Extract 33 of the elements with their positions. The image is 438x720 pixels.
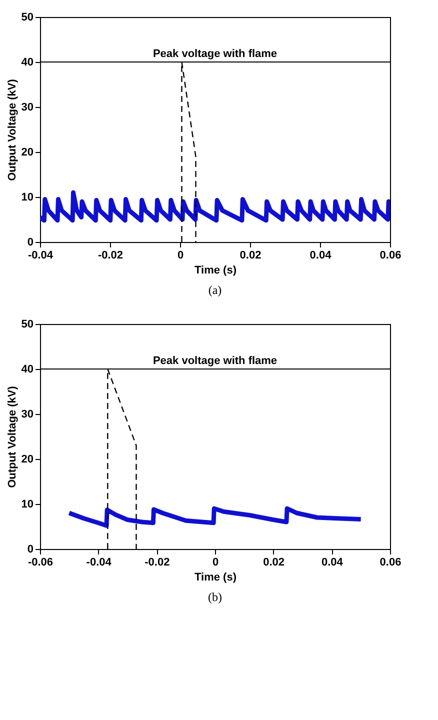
y-tick-label: 50 xyxy=(21,318,34,330)
y-tick-label: 0 xyxy=(27,544,34,556)
x-axis-title: Time (s) xyxy=(194,572,237,584)
x-tick-label: 0.04 xyxy=(310,250,332,262)
y-axis-title: Output Voltage (kV) xyxy=(6,78,18,181)
x-tick-label: 0 xyxy=(212,556,219,568)
x-tick-label: -0.04 xyxy=(28,250,54,262)
y-tick-label: 20 xyxy=(21,146,34,158)
y-tick-label: 30 xyxy=(21,102,34,114)
y-tick-label: 30 xyxy=(21,408,34,420)
y-tick-label: 40 xyxy=(21,364,34,376)
x-tick-label: 0.06 xyxy=(380,250,402,262)
y-tick-label: 50 xyxy=(21,12,34,24)
y-axis-title: Output Voltage (kV) xyxy=(6,386,18,488)
x-tick-label: -0.02 xyxy=(144,556,170,568)
y-tick-label: 0 xyxy=(27,236,34,248)
x-tick-label: -0.04 xyxy=(86,556,112,568)
x-tick-label: -0.06 xyxy=(28,556,54,568)
x-axis-title: Time (s) xyxy=(194,264,237,276)
text: (b) xyxy=(208,590,222,604)
x-tick-label: 0.02 xyxy=(263,556,285,568)
text: (a) xyxy=(208,283,222,297)
x-tick-label: 0.06 xyxy=(380,556,402,568)
x-tick-label: 0.02 xyxy=(240,250,262,262)
x-tick-label: 0 xyxy=(177,250,184,262)
y-tick-label: 10 xyxy=(21,192,34,204)
y-tick-label: 10 xyxy=(21,498,34,510)
x-tick-label: -0.02 xyxy=(98,250,124,262)
ref-line-label: Peak voltage with flame xyxy=(152,48,278,60)
y-tick-label: 40 xyxy=(21,56,34,68)
ref-line-label: Peak voltage with flame xyxy=(152,355,278,367)
x-tick-label: 0.04 xyxy=(321,556,344,568)
y-tick-label: 20 xyxy=(21,454,34,466)
